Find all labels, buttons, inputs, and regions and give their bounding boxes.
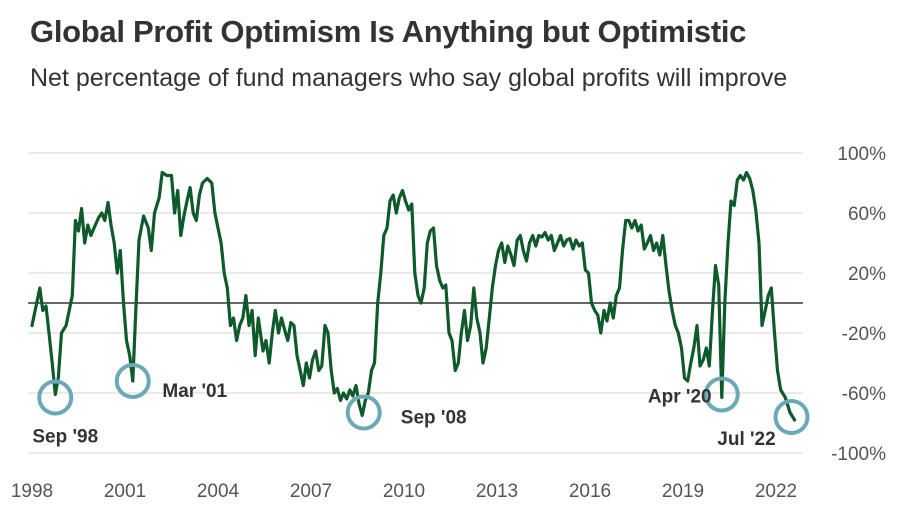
annotation-label: Jul '22 bbox=[717, 429, 775, 450]
y-tick-label: -100% bbox=[831, 444, 886, 465]
annotation-label: Sep '98 bbox=[32, 427, 98, 448]
annotation-circle bbox=[37, 379, 74, 416]
x-tick-label: 1998 bbox=[11, 481, 53, 502]
series-line bbox=[30, 170, 797, 422]
annotation-label: Apr '20 bbox=[648, 387, 712, 408]
y-tick-label: -20% bbox=[842, 324, 886, 345]
annotation-label: Mar '01 bbox=[162, 381, 227, 402]
y-tick-label: 100% bbox=[837, 144, 886, 165]
chart-title: Global Profit Optimism Is Anything but O… bbox=[30, 14, 747, 49]
annotation-circle bbox=[345, 394, 382, 431]
y-tick-label: 60% bbox=[848, 204, 886, 225]
series-layer bbox=[30, 170, 797, 422]
y-tick-label: -60% bbox=[842, 384, 886, 405]
annotation-label: Sep '08 bbox=[401, 408, 467, 429]
annotation-circle bbox=[114, 363, 151, 399]
x-tick-label: 2019 bbox=[662, 481, 704, 502]
x-tick-label: 2007 bbox=[290, 481, 332, 502]
x-tick-label: 2016 bbox=[569, 481, 611, 502]
chart-subtitle: Net percentage of fund managers who say … bbox=[30, 64, 788, 92]
annotation-circle bbox=[703, 376, 740, 413]
x-tick-label: 2013 bbox=[476, 481, 518, 502]
x-axis-ticks: 1998 2001 2004 2007 2010 2013 2016 2019 2022 bbox=[11, 481, 797, 502]
x-tick-label: 2010 bbox=[383, 481, 425, 502]
x-tick-label: 2022 bbox=[755, 481, 797, 502]
y-axis-ticks: 100% 60% 20% -20% -60% -100% bbox=[831, 144, 886, 465]
x-tick-label: 2004 bbox=[197, 481, 240, 502]
annotation-circle bbox=[773, 399, 810, 435]
x-tick-label: 2001 bbox=[104, 481, 146, 502]
y-tick-label: 20% bbox=[848, 264, 886, 285]
